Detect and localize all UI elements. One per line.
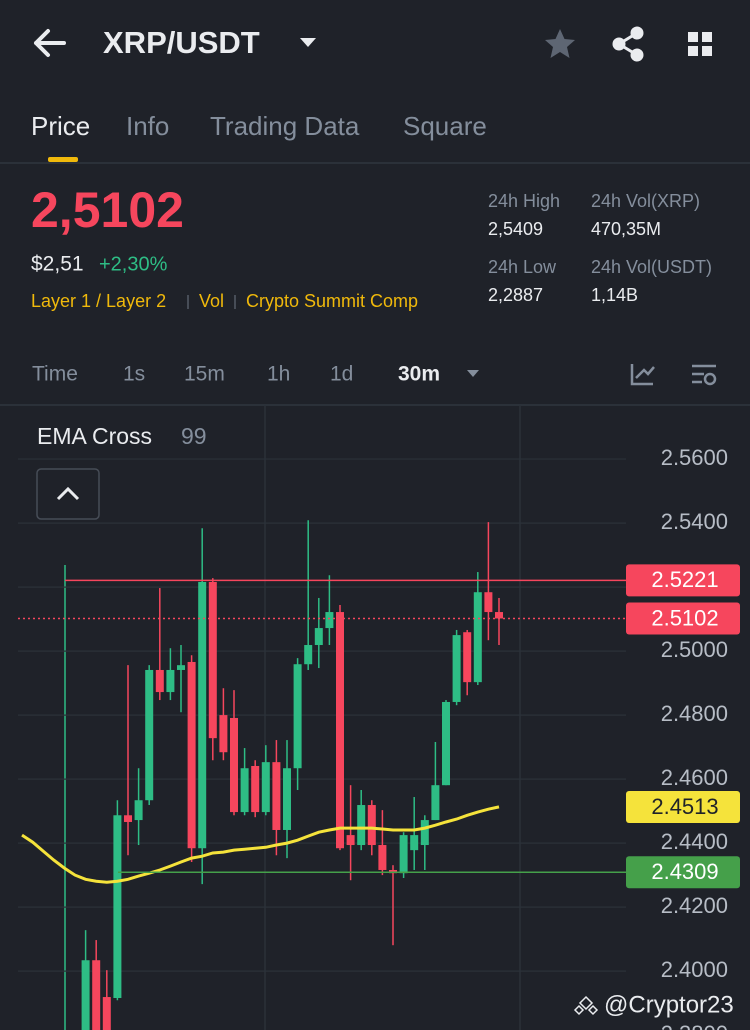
back-button[interactable] [34,29,66,57]
share-icon[interactable] [612,26,644,62]
price-change: +2,30% [99,253,168,275]
candle-body [145,669,154,801]
stat-value: 1,14B [591,285,638,305]
candle-body [219,715,228,753]
candle-body [272,762,281,830]
candle-body [81,960,90,1030]
price-tag-label: 2.5102 [651,605,718,630]
stat-value: 470,35M [591,219,661,239]
tag[interactable]: Layer 1 / Layer 2 [31,291,166,311]
collapse-button[interactable] [36,468,100,520]
interval[interactable]: 15m [184,363,225,386]
candle-body [293,664,302,769]
candle-body [442,701,450,786]
candle-body [452,635,461,702]
stat-label: 24h Low [488,257,557,277]
tab[interactable]: Price [31,111,90,141]
indicator-icon[interactable] [630,364,655,386]
indicator-name: EMA Cross [37,423,152,449]
tab[interactable]: Info [126,111,169,141]
candle-body [187,661,196,849]
candle-body [399,835,408,874]
candle-body [240,768,249,813]
candle-body [420,820,429,846]
tag[interactable]: Vol [199,291,224,311]
candle-body [198,581,207,849]
candle-body [357,805,366,846]
price-tag-label: 2.5221 [651,567,718,592]
candle-body [102,997,111,1030]
stat-label: 24h High [488,191,560,211]
candle-body [92,960,101,1030]
candle-body [304,645,313,665]
menu-icon[interactable] [688,32,712,56]
interval-dropdown[interactable] [467,370,479,377]
price-tag [626,790,740,823]
candle-body [124,815,132,822]
candle-body [251,765,260,813]
price-tag-label: 2.4309 [651,859,718,884]
favorite-icon[interactable] [545,29,575,58]
candle-body [336,612,344,849]
ema-line [21,805,500,884]
candle-body [166,669,175,693]
price-tag-label: 2.4513 [651,794,718,819]
tab[interactable]: Trading Data [210,111,360,141]
y-tick-label: 2.4400 [661,829,728,854]
y-tick-label: 2.5400 [661,509,728,534]
interval[interactable]: 1s [123,363,145,386]
candle-body [473,592,482,683]
candle-body [261,762,270,813]
stat-label: 24h Vol(XRP) [591,191,700,211]
indicator-period: 99 [181,423,207,449]
y-tick-label: 2.4800 [661,701,728,726]
stat-value: 2,2887 [488,285,543,305]
candle-body [134,800,143,821]
watermark: @Cryptor23 [573,991,734,1018]
watermark-text: @Cryptor23 [604,991,734,1018]
candle-body [367,805,376,846]
pair-dropdown[interactable] [300,38,316,47]
last-price: 2,5102 [31,182,184,238]
tab-indicator [48,157,78,162]
price-tag [626,564,740,597]
tag[interactable]: Crypto Summit Comp [246,291,418,311]
candle-body [155,669,164,693]
price-tag [626,856,740,889]
candle-body [208,581,217,739]
tab[interactable]: Square [403,111,487,141]
candle-body [346,835,355,846]
candle-body [314,628,323,646]
candle-body [378,845,387,870]
candle-body [495,612,503,619]
usd-price: $2,51 [31,253,84,276]
candle-body [325,612,334,629]
y-tick-label: 2.4200 [661,893,728,918]
candle-body [230,717,238,813]
pair-title[interactable]: XRP/USDT [103,25,260,60]
stat-label: 24h Vol(USDT) [591,257,712,277]
interval[interactable]: Time [32,363,78,386]
candle-body [463,632,472,683]
price-tag [626,602,740,635]
candle-body [431,785,440,821]
candle-body [410,835,419,851]
chart: 2.56002.54002.52002.50002.48002.46002.44… [18,405,740,1030]
y-tick-label: 2.3800 [661,1021,728,1030]
candle-body [113,815,122,998]
interval[interactable]: 1h [267,363,290,386]
candle-body [177,665,185,670]
stat-value: 2,5409 [488,219,543,239]
interval-active[interactable]: 30m [398,363,440,386]
y-tick-label: 2.4000 [661,957,728,982]
settings-icon[interactable] [692,364,717,386]
candle-body [484,592,493,613]
y-tick-label: 2.5600 [661,445,728,470]
interval[interactable]: 1d [330,363,353,386]
y-tick-label: 2.4600 [661,765,728,790]
y-tick-label: 2.5000 [661,637,728,662]
candle-body [283,768,291,830]
